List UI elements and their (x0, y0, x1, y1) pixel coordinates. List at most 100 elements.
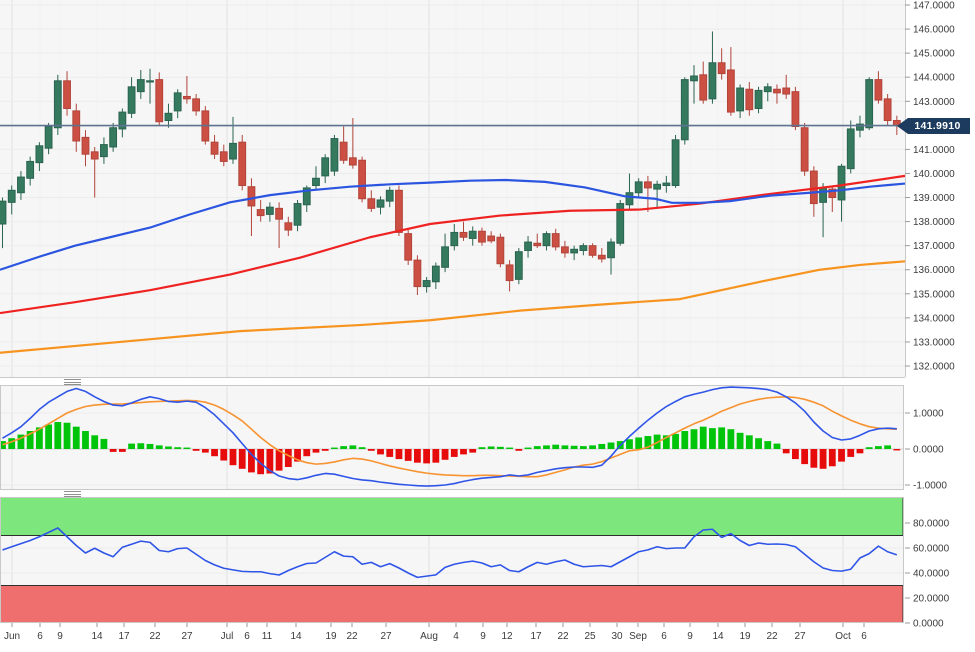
macd-histogram-bar (331, 447, 338, 449)
axis-label: 132.0000 (913, 362, 955, 373)
axis-label: 147.0000 (913, 1, 955, 12)
candle-body (413, 259, 422, 288)
ma-orange-line (0, 260, 906, 354)
axis-label: 138.0000 (913, 217, 955, 228)
macd-pane[interactable] (0, 385, 903, 490)
price-pane[interactable] (0, 0, 905, 377)
time-axis-label: 14 (91, 631, 103, 642)
candle-body (726, 69, 735, 113)
axis-label: 20.0000 (913, 594, 950, 605)
candle-body (100, 144, 108, 158)
time-axis-label: 11 (262, 631, 273, 642)
candle-body (856, 123, 864, 131)
macd-histogram-bar (847, 449, 855, 457)
macd-histogram-bar (838, 449, 845, 462)
candle-body (551, 233, 560, 248)
macd-histogram-bar (303, 449, 311, 457)
macd-histogram-bar (626, 439, 633, 449)
candle-body (229, 142, 237, 160)
rsi-pane-drag-handle[interactable] (64, 491, 81, 497)
candle-body (708, 62, 717, 100)
macd-histogram-bar (570, 445, 578, 449)
macd-histogram-bar (137, 443, 145, 449)
candle-body (505, 264, 514, 282)
axis-label: 80.0000 (913, 519, 950, 530)
candle-body (680, 79, 689, 141)
time-axis-label: 22 (346, 631, 358, 642)
candle-body (883, 98, 892, 122)
candle-body (422, 280, 431, 288)
candle-body (625, 192, 634, 206)
macd-histogram-bar (284, 449, 292, 467)
macd-histogram-bar (377, 449, 384, 455)
candle-body (459, 231, 468, 238)
time-axis-labels: Jun 6 9 14 17 22 27 Jul 6 11 14 19 22 27 Aug 4 9 12 17 22 25… (4, 623, 867, 642)
candle-body (118, 111, 127, 130)
candle-body (745, 88, 754, 111)
candlestick-series (0, 31, 901, 296)
candle-body (561, 246, 569, 254)
candle-body (865, 79, 874, 129)
macd-histogram-bar (690, 429, 698, 449)
macd-histogram-bar (450, 449, 458, 457)
candle-body (524, 241, 532, 251)
time-axis-label: 9 (480, 631, 486, 642)
macd-histogram-bar (266, 449, 274, 474)
macd-histogram-bar (681, 431, 689, 449)
macd-pane-drag-handle[interactable] (64, 379, 81, 385)
macd-histogram-bar (54, 422, 62, 449)
macd-histogram-bar (801, 449, 809, 465)
time-axis-label: 19 (739, 631, 751, 642)
macd-histogram-bar (100, 438, 108, 449)
macd-histogram-bar (82, 431, 89, 449)
macd-histogram-bar (321, 449, 329, 451)
macd-histogram-bar (128, 443, 135, 449)
macd-histogram-bar (469, 449, 477, 453)
candle-body (173, 92, 182, 112)
macd-histogram-bar (589, 445, 596, 449)
candle-body (265, 206, 274, 215)
time-axis-label: 12 (501, 631, 513, 642)
candle-body (35, 145, 44, 164)
candle-body (127, 86, 136, 114)
candle-body (210, 141, 219, 155)
macd-histogram-bar (496, 446, 504, 449)
macd-histogram-bar (745, 435, 753, 449)
time-axis-label: 9 (57, 631, 63, 642)
candle-body (293, 203, 302, 226)
macd-histogram-bar (257, 449, 265, 475)
macd-histogram-bar (118, 449, 126, 452)
macd-histogram-bar (727, 429, 735, 449)
macd-histogram-bar (644, 436, 652, 449)
candle-body (754, 89, 763, 109)
candle-body (588, 245, 597, 256)
macd-histogram-bar (524, 447, 532, 449)
axis-label: 145.0000 (913, 49, 955, 60)
macd-histogram-bar (810, 449, 818, 468)
candle-body (53, 80, 62, 129)
price-axis[interactable] (905, 0, 975, 623)
candle-body (782, 87, 791, 95)
rsi-pane[interactable] (0, 497, 903, 623)
candle-body (404, 233, 413, 261)
time-axis-label: 6 (861, 631, 867, 642)
candle-body (874, 79, 883, 101)
candle-body (146, 80, 154, 83)
time-axis-label: 25 (584, 631, 596, 642)
time-axis[interactable] (0, 623, 905, 652)
macd-histogram-bar (423, 449, 431, 464)
time-axis-label: 22 (149, 631, 161, 642)
candle-body (321, 157, 330, 177)
macd-panel (0, 385, 904, 490)
candle-body (376, 199, 385, 208)
macd-histogram-bar (506, 447, 513, 449)
candle-body (183, 95, 191, 100)
candle-body (7, 189, 16, 203)
macd-histogram-bar (543, 445, 550, 449)
candle-body (219, 151, 228, 162)
axis-label: -1.0000 (913, 481, 947, 492)
candle-body (339, 141, 348, 161)
macd-histogram-bar (201, 449, 209, 453)
axis-label: 136.0000 (913, 265, 955, 276)
candle-body (487, 235, 496, 242)
